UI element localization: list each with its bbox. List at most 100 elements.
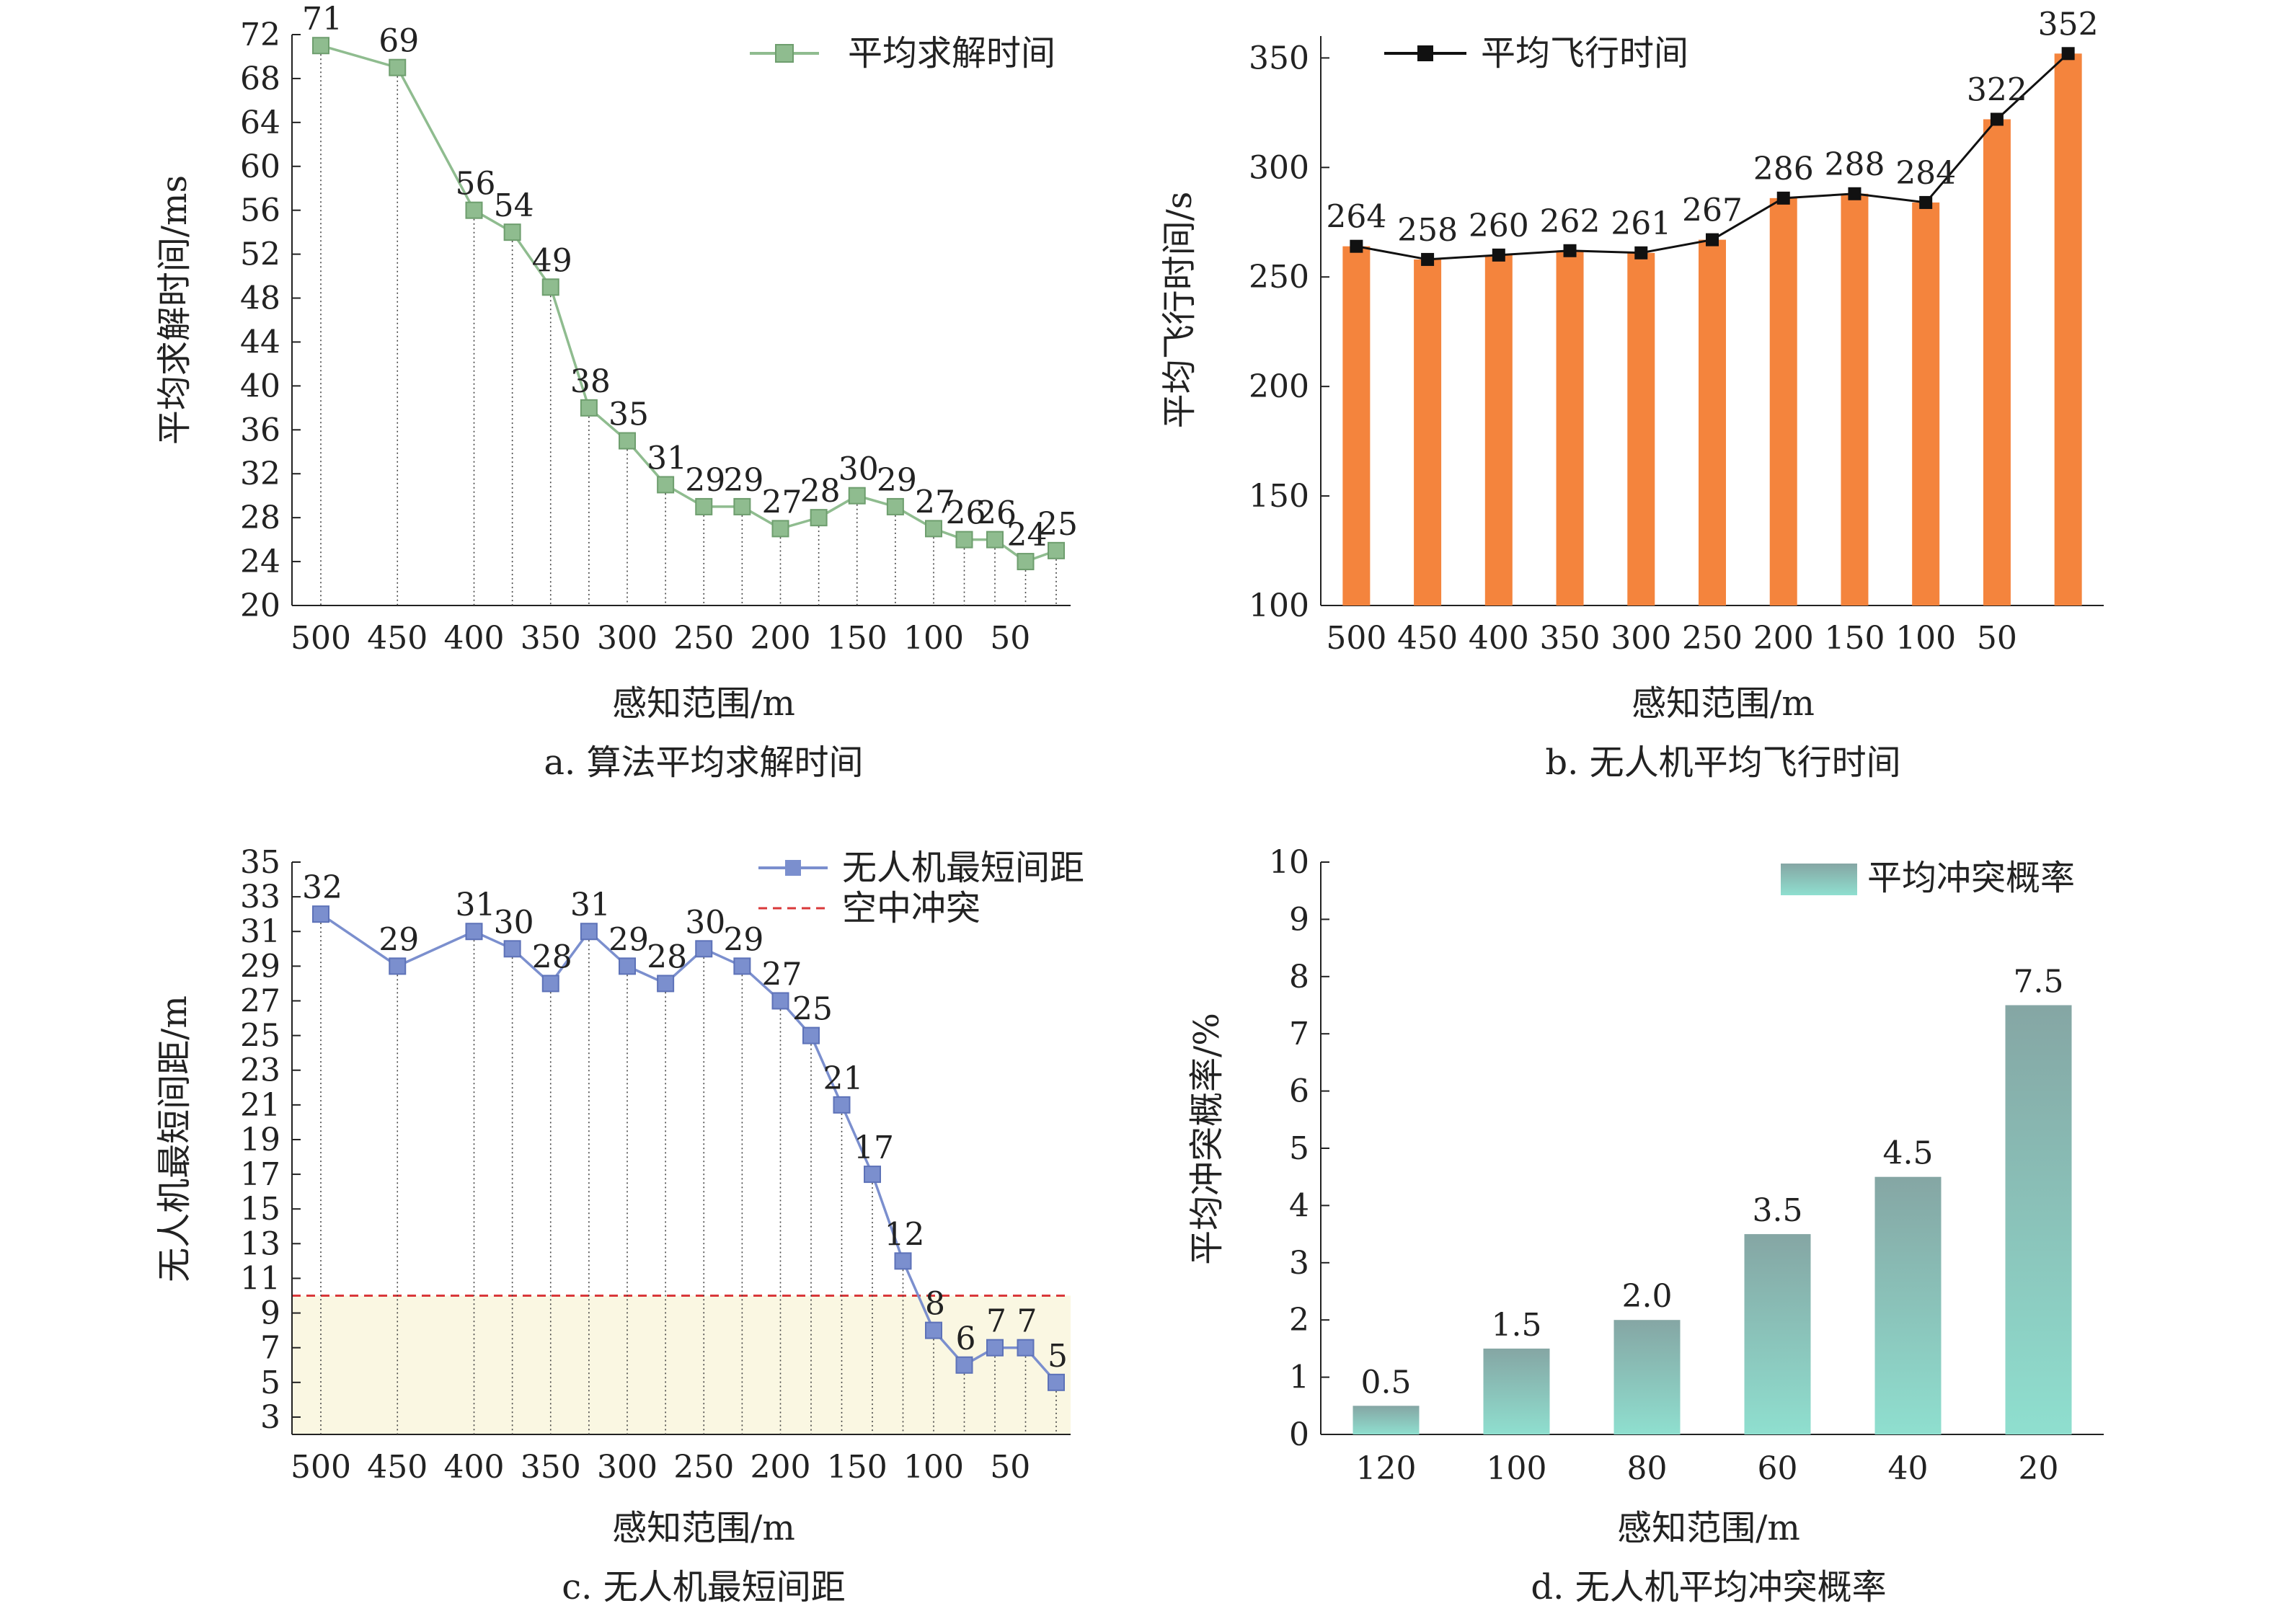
a-ytick-label: 72	[240, 17, 280, 53]
a-data-label: 71	[302, 1, 342, 37]
c-data-label: 21	[823, 1060, 864, 1097]
c-xtick-label: 50	[990, 1449, 1030, 1486]
a-ytick-label: 32	[240, 456, 280, 492]
chart-b-data-label: 352	[2038, 6, 2099, 43]
c-data-label: 29	[723, 921, 763, 958]
chart-d-xtick-label: 120	[1356, 1450, 1417, 1487]
chart-d-ylabel: 平均冲突概率/%	[1187, 1013, 1227, 1265]
c-data-label: 7	[986, 1303, 1006, 1340]
chart-d-data-label: 2.0	[1622, 1278, 1673, 1315]
chart-d-xtick-label: 100	[1487, 1450, 1547, 1487]
chart-b-data-label: 262	[1540, 203, 1601, 240]
chart-d-bar	[1613, 1320, 1681, 1434]
a-point	[986, 531, 1004, 549]
c-ytick-label: 33	[240, 879, 280, 915]
a-point	[1017, 553, 1035, 571]
chart-c-legend: 无人机最短间距 空中冲突	[758, 848, 1084, 928]
a-point	[312, 37, 329, 55]
a-ytick-label: 24	[240, 543, 280, 580]
chart-b-ylabel: 平均飞行时间/s	[1159, 192, 1200, 429]
a-point	[733, 497, 751, 515]
c-xtick-label: 500	[291, 1449, 351, 1486]
chart-d-ytick-label: 5	[1289, 1130, 1309, 1167]
chart-d-ytick-label: 3	[1289, 1245, 1309, 1282]
chart-a-xlabel: 感知范围/m	[612, 683, 795, 724]
c-xtick-label: 350	[521, 1449, 581, 1486]
c-xtick-label: 200	[751, 1449, 811, 1486]
a-xtick-label: 50	[990, 620, 1030, 657]
chart-d-data-label: 4.5	[1883, 1135, 1934, 1172]
chart-b-data-label: 261	[1611, 205, 1671, 242]
chart-b-bar	[1769, 198, 1797, 605]
c-point	[580, 923, 598, 941]
chart-d-xtick-label: 20	[2019, 1450, 2059, 1487]
c-point	[894, 1252, 912, 1270]
a-xtick-label: 500	[291, 620, 351, 657]
c-ytick-label: 11	[240, 1260, 280, 1297]
a-point	[695, 497, 713, 515]
chart-d-ytick-label: 0	[1289, 1416, 1309, 1453]
chart-d-ytick-label: 2	[1289, 1302, 1309, 1339]
a-xtick-label: 200	[751, 620, 811, 657]
chart-a-legend-label: 平均求解时间	[848, 33, 1055, 74]
c-point	[864, 1166, 881, 1184]
a-xtick-label: 100	[903, 620, 964, 657]
c-data-label: 5	[1048, 1338, 1068, 1375]
chart-b-bar	[1627, 252, 1655, 605]
c-ytick-label: 21	[240, 1087, 280, 1124]
c-data-label: 6	[956, 1321, 976, 1357]
chart-b-bar	[1414, 259, 1442, 605]
a-point	[580, 399, 598, 417]
c-data-label: 27	[762, 956, 802, 993]
chart-b-data-label: 286	[1753, 151, 1814, 187]
chart-b-point	[1706, 233, 1719, 247]
a-ytick-label: 64	[240, 105, 280, 141]
c-xtick-label: 150	[827, 1449, 887, 1486]
a-data-label: 26	[976, 495, 1017, 532]
c-xtick-label: 250	[673, 1449, 734, 1486]
c-point	[986, 1339, 1004, 1357]
chart-b-xtick-label: 350	[1540, 620, 1601, 657]
chart-b-point	[1990, 112, 2004, 126]
c-xtick-label: 300	[597, 1449, 658, 1486]
a-data-label: 49	[532, 242, 572, 279]
chart-b-point	[2061, 47, 2075, 61]
c-data-label: 30	[494, 904, 534, 941]
a-point	[810, 509, 828, 527]
c-data-label: 32	[302, 869, 342, 906]
a-point	[541, 278, 559, 296]
chart-d-ytick-label: 9	[1289, 901, 1309, 938]
a-xtick-label: 150	[827, 620, 887, 657]
chart-b-xtick-label: 400	[1469, 620, 1529, 657]
chart-b-point	[1776, 191, 1790, 205]
chart-d-ytick-label: 8	[1289, 959, 1309, 995]
chart-c-legend-label-0: 无人机最短间距	[842, 848, 1084, 888]
chart-d-bar	[1353, 1406, 1420, 1434]
chart-d-legend-swatch	[1781, 864, 1857, 895]
a-data-label: 29	[723, 462, 763, 499]
chart-b-xtick-label: 200	[1753, 620, 1814, 657]
chart-d-ytick-label: 1	[1289, 1359, 1309, 1396]
a-ytick-label: 48	[240, 280, 280, 317]
chart-d-xtick-label: 40	[1888, 1450, 1929, 1487]
chart-b-point	[1350, 239, 1363, 253]
c-data-label: 29	[378, 921, 419, 958]
chart-d-ytick-label: 4	[1289, 1187, 1309, 1224]
a-ytick-label: 36	[240, 412, 280, 448]
c-ytick-label: 25	[240, 1018, 280, 1055]
a-data-label: 30	[838, 451, 879, 488]
chart-d-data-label: 3.5	[1753, 1192, 1803, 1229]
a-data-label: 24	[1007, 517, 1048, 554]
chart-d-ytick-label: 7	[1289, 1016, 1309, 1052]
c-ytick-label: 3	[260, 1399, 280, 1436]
chart-b-legend-label: 平均飞行时间	[1481, 33, 1688, 74]
a-point	[1048, 541, 1065, 559]
c-ytick-label: 31	[240, 913, 280, 950]
a-xtick-label: 350	[521, 620, 581, 657]
chart-d-bar	[1744, 1234, 1811, 1434]
c-data-label: 28	[532, 939, 572, 975]
a-ytick-label: 52	[240, 236, 280, 273]
a-ytick-label: 28	[240, 500, 280, 536]
c-data-label: 31	[570, 887, 611, 923]
c-point	[733, 957, 751, 975]
